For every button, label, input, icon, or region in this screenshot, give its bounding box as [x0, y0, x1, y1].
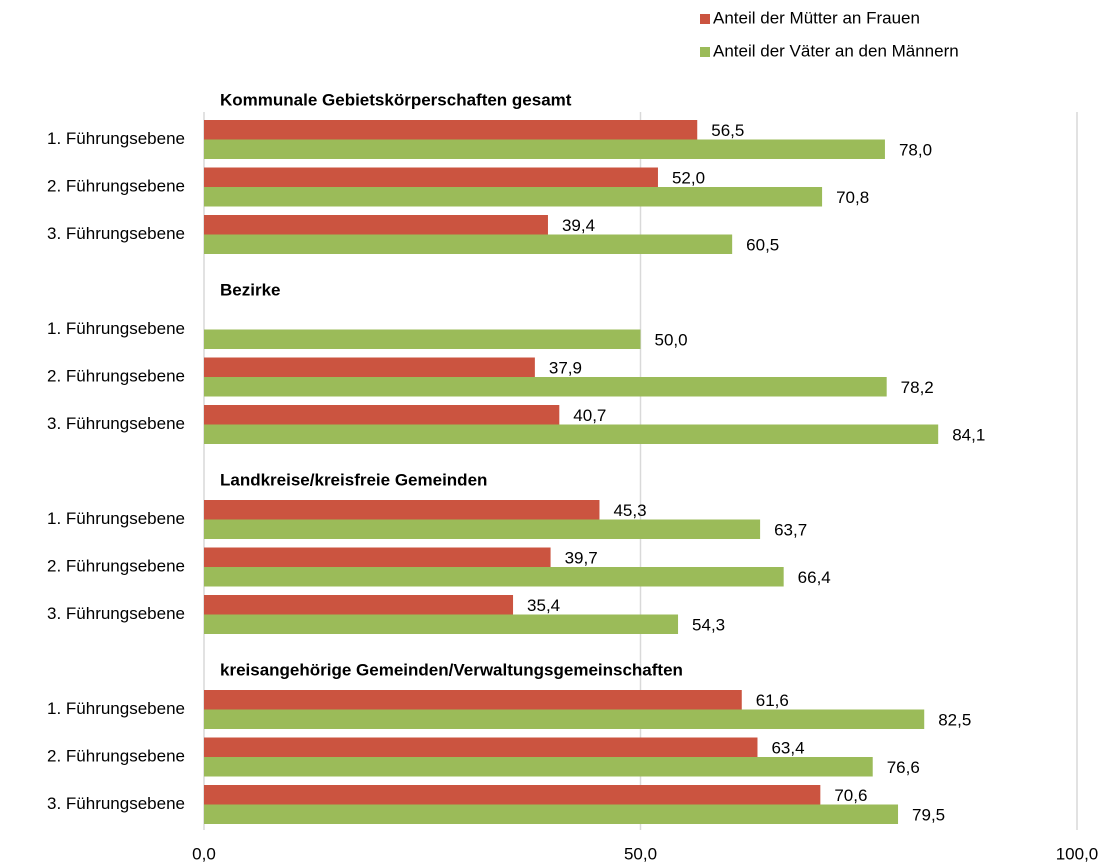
group-title: Kommunale Gebietskörperschaften gesamt: [220, 90, 572, 109]
bar: [204, 804, 899, 824]
bar: [204, 614, 679, 634]
y-tick-label: 2. Führungsebene: [47, 556, 185, 575]
y-tick-label: 1. Führungsebene: [47, 509, 185, 528]
y-tick-label: 3. Führungsebene: [47, 604, 185, 623]
bar: [204, 405, 560, 425]
bar: [204, 690, 742, 710]
value-label: 52,0: [672, 169, 705, 188]
bar: [204, 329, 641, 349]
value-label: 84,1: [952, 426, 985, 445]
value-label: 39,4: [562, 216, 595, 235]
bar: [204, 377, 887, 397]
bar: [204, 547, 551, 567]
y-tick-label: 1. Führungsebene: [47, 319, 185, 338]
bar: [204, 357, 535, 377]
legend-label: Anteil der Mütter an Frauen: [713, 8, 920, 27]
x-tick-label: 100,0: [1056, 844, 1099, 863]
bar: [204, 785, 821, 805]
bar: [204, 567, 784, 587]
bar: [204, 595, 514, 615]
y-tick-label: 3. Führungsebene: [47, 794, 185, 813]
value-label: 37,9: [549, 359, 582, 378]
x-tick-label: 50,0: [624, 844, 657, 863]
bar: [204, 139, 885, 159]
y-tick-label: 2. Führungsebene: [47, 746, 185, 765]
value-label: 35,4: [527, 596, 560, 615]
value-label: 63,7: [774, 521, 807, 540]
value-label: 70,8: [836, 188, 869, 207]
y-tick-label: 3. Führungsebene: [47, 224, 185, 243]
value-label: 40,7: [573, 406, 606, 425]
legend-swatch: [700, 14, 710, 24]
bar: [204, 737, 758, 757]
group-title: Bezirke: [220, 280, 280, 299]
bar: [204, 215, 548, 235]
value-label: 78,2: [901, 378, 934, 397]
value-label: 78,0: [899, 141, 932, 160]
bar: [204, 500, 600, 520]
value-label: 54,3: [692, 616, 725, 635]
group-title: kreisangehörige Gemeinden/Verwaltungsgem…: [220, 660, 683, 679]
bar: [204, 424, 939, 444]
value-label: 61,6: [756, 691, 789, 710]
group-title: Landkreise/kreisfreie Gemeinden: [220, 470, 487, 489]
value-label: 66,4: [798, 568, 831, 587]
x-tick-label: 0,0: [192, 844, 216, 863]
bar: [204, 167, 658, 187]
value-label: 45,3: [613, 501, 646, 520]
y-tick-label: 3. Führungsebene: [47, 414, 185, 433]
y-tick-label: 1. Führungsebene: [47, 699, 185, 718]
bar: [204, 757, 873, 777]
value-label: 79,5: [912, 806, 945, 825]
y-tick-label: 2. Führungsebene: [47, 366, 185, 385]
y-tick-label: 2. Führungsebene: [47, 176, 185, 195]
legend-label: Anteil der Väter an den Männern: [713, 41, 959, 60]
value-label: 82,5: [938, 711, 971, 730]
value-label: 50,0: [655, 331, 688, 350]
value-label: 60,5: [746, 236, 779, 255]
value-label: 76,6: [887, 758, 920, 777]
legend-swatch: [700, 47, 710, 57]
bar: [204, 709, 925, 729]
bar: [204, 234, 733, 254]
value-label: 63,4: [771, 739, 804, 758]
bar: [204, 120, 698, 140]
bar: [204, 519, 761, 539]
y-tick-label: 1. Führungsebene: [47, 129, 185, 148]
value-label: 39,7: [565, 549, 598, 568]
value-label: 56,5: [711, 121, 744, 140]
value-label: 70,6: [834, 786, 867, 805]
bar: [204, 187, 823, 207]
